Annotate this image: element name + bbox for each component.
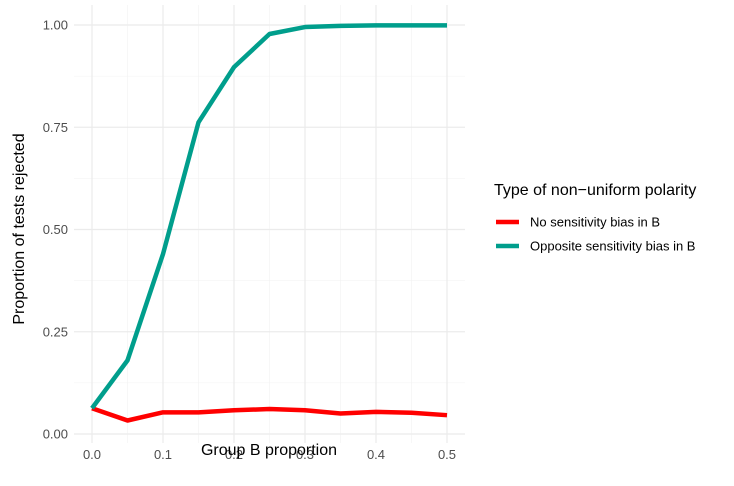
y-tick-label: 0.00 <box>43 427 68 442</box>
x-tick-label: 0.3 <box>296 447 314 462</box>
series-lines <box>90 23 448 423</box>
x-tick-label: 0.1 <box>154 447 172 462</box>
legend-title: Type of non−uniform polarity <box>494 182 696 199</box>
y-tick-label: 0.25 <box>43 324 68 339</box>
x-tick-label: 0.2 <box>225 447 243 462</box>
y-tick-label: 0.50 <box>43 222 68 237</box>
x-tick-label: 0.4 <box>367 447 385 462</box>
series-line-2 <box>90 23 447 410</box>
legend-label: No sensitivity bias in B <box>530 215 660 230</box>
x-tick-label: 0.5 <box>438 447 456 462</box>
x-axis-title: Group B proportion <box>201 442 337 459</box>
series-line-1 <box>91 406 448 423</box>
legend: Type of non−uniform polarity No sensitiv… <box>494 182 696 254</box>
legend-label: Opposite sensitivity bias in B <box>530 239 695 254</box>
grid <box>74 5 465 443</box>
legend-item: No sensitivity bias in B <box>496 215 660 230</box>
x-axis-ticks: 0.0 0.1 0.2 0.3 0.4 0.5 <box>83 447 456 462</box>
y-tick-label: 1.00 <box>43 18 68 33</box>
legend-item: Opposite sensitivity bias in B <box>496 239 695 254</box>
y-tick-label: 0.75 <box>43 120 68 135</box>
y-axis-title: Proportion of tests rejected <box>11 133 28 324</box>
x-tick-label: 0.0 <box>83 447 101 462</box>
y-axis-ticks: 0.00 0.25 0.50 0.75 1.00 <box>43 18 68 442</box>
